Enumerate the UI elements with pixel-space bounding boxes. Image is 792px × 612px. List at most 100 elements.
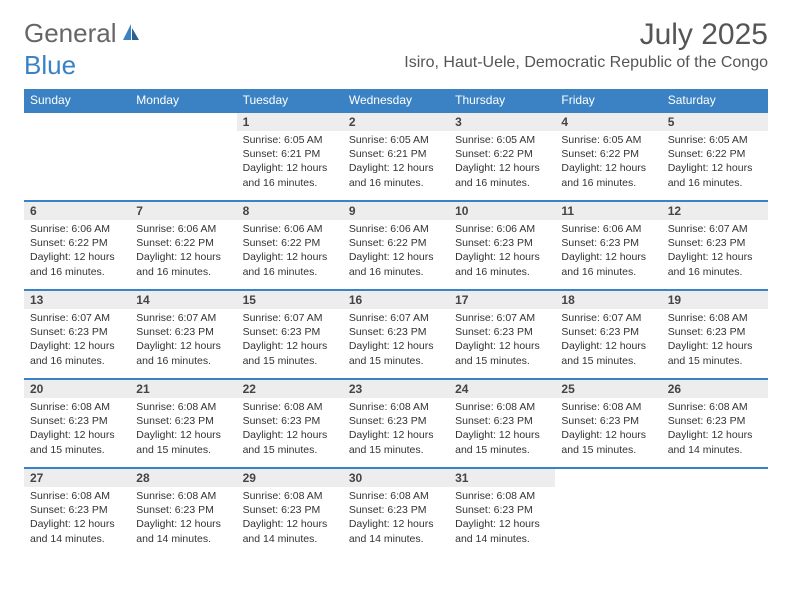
sunrise-text: Sunrise: 6:07 AM <box>561 311 655 325</box>
day-number-cell <box>130 112 236 131</box>
sunrise-text: Sunrise: 6:08 AM <box>136 400 230 414</box>
day-info-cell: Sunrise: 6:08 AMSunset: 6:23 PMDaylight:… <box>343 487 449 557</box>
daylight-text: Daylight: 12 hours and 16 minutes. <box>668 161 762 189</box>
sunrise-text: Sunrise: 6:05 AM <box>349 133 443 147</box>
sunset-text: Sunset: 6:23 PM <box>349 325 443 339</box>
day-info-cell <box>662 487 768 557</box>
daylight-text: Daylight: 12 hours and 16 minutes. <box>349 250 443 278</box>
day-number-cell: 30 <box>343 468 449 487</box>
sunrise-text: Sunrise: 6:08 AM <box>30 400 124 414</box>
sunset-text: Sunset: 6:22 PM <box>349 236 443 250</box>
day-number-cell <box>662 468 768 487</box>
calendar-table: Sunday Monday Tuesday Wednesday Thursday… <box>24 89 768 557</box>
sunrise-text: Sunrise: 6:06 AM <box>561 222 655 236</box>
week-info-row: Sunrise: 6:05 AMSunset: 6:21 PMDaylight:… <box>24 131 768 201</box>
day-number-cell: 27 <box>24 468 130 487</box>
day-number-cell: 12 <box>662 201 768 220</box>
sunrise-text: Sunrise: 6:07 AM <box>455 311 549 325</box>
week-info-row: Sunrise: 6:08 AMSunset: 6:23 PMDaylight:… <box>24 487 768 557</box>
sunset-text: Sunset: 6:23 PM <box>30 325 124 339</box>
day-number-cell: 31 <box>449 468 555 487</box>
sunset-text: Sunset: 6:23 PM <box>455 236 549 250</box>
sunrise-text: Sunrise: 6:08 AM <box>349 400 443 414</box>
day-number-cell: 24 <box>449 379 555 398</box>
sunset-text: Sunset: 6:22 PM <box>668 147 762 161</box>
day-number-cell: 20 <box>24 379 130 398</box>
sunrise-text: Sunrise: 6:08 AM <box>668 400 762 414</box>
sunset-text: Sunset: 6:23 PM <box>668 414 762 428</box>
day-number-cell: 9 <box>343 201 449 220</box>
week-info-row: Sunrise: 6:08 AMSunset: 6:23 PMDaylight:… <box>24 398 768 468</box>
day-info-cell: Sunrise: 6:08 AMSunset: 6:23 PMDaylight:… <box>662 398 768 468</box>
sunset-text: Sunset: 6:23 PM <box>30 414 124 428</box>
day-info-cell: Sunrise: 6:05 AMSunset: 6:22 PMDaylight:… <box>662 131 768 201</box>
col-saturday: Saturday <box>662 89 768 112</box>
day-number-cell <box>555 468 661 487</box>
col-tuesday: Tuesday <box>237 89 343 112</box>
sunrise-text: Sunrise: 6:07 AM <box>668 222 762 236</box>
daylight-text: Daylight: 12 hours and 16 minutes. <box>349 161 443 189</box>
sunrise-text: Sunrise: 6:06 AM <box>136 222 230 236</box>
day-info-cell: Sunrise: 6:05 AMSunset: 6:21 PMDaylight:… <box>237 131 343 201</box>
sunrise-text: Sunrise: 6:06 AM <box>349 222 443 236</box>
sunset-text: Sunset: 6:23 PM <box>561 325 655 339</box>
sunrise-text: Sunrise: 6:05 AM <box>561 133 655 147</box>
day-number-cell: 13 <box>24 290 130 309</box>
sunrise-text: Sunrise: 6:08 AM <box>243 489 337 503</box>
daylight-text: Daylight: 12 hours and 15 minutes. <box>668 339 762 367</box>
daylight-text: Daylight: 12 hours and 15 minutes. <box>455 428 549 456</box>
daylight-text: Daylight: 12 hours and 16 minutes. <box>30 250 124 278</box>
logo: General <box>24 18 143 49</box>
day-number-cell: 4 <box>555 112 661 131</box>
day-number-cell <box>24 112 130 131</box>
sunrise-text: Sunrise: 6:08 AM <box>455 489 549 503</box>
day-info-cell: Sunrise: 6:07 AMSunset: 6:23 PMDaylight:… <box>343 309 449 379</box>
day-number-cell: 22 <box>237 379 343 398</box>
day-info-cell: Sunrise: 6:06 AMSunset: 6:23 PMDaylight:… <box>449 220 555 290</box>
sunset-text: Sunset: 6:23 PM <box>136 414 230 428</box>
sunset-text: Sunset: 6:23 PM <box>30 503 124 517</box>
sunrise-text: Sunrise: 6:08 AM <box>668 311 762 325</box>
logo-text-blue: Blue <box>24 50 76 81</box>
sunset-text: Sunset: 6:23 PM <box>349 503 443 517</box>
title-block: July 2025 Isiro, Haut-Uele, Democratic R… <box>404 18 768 72</box>
daylight-text: Daylight: 12 hours and 15 minutes. <box>561 428 655 456</box>
daylight-text: Daylight: 12 hours and 16 minutes. <box>136 250 230 278</box>
day-info-cell: Sunrise: 6:07 AMSunset: 6:23 PMDaylight:… <box>662 220 768 290</box>
sunset-text: Sunset: 6:23 PM <box>455 325 549 339</box>
day-info-cell <box>130 131 236 201</box>
sunset-text: Sunset: 6:22 PM <box>136 236 230 250</box>
day-info-cell: Sunrise: 6:06 AMSunset: 6:23 PMDaylight:… <box>555 220 661 290</box>
day-info-cell: Sunrise: 6:08 AMSunset: 6:23 PMDaylight:… <box>24 487 130 557</box>
day-number-cell: 16 <box>343 290 449 309</box>
day-number-cell: 10 <box>449 201 555 220</box>
calendar-body: 12345Sunrise: 6:05 AMSunset: 6:21 PMDayl… <box>24 112 768 557</box>
sunset-text: Sunset: 6:23 PM <box>668 236 762 250</box>
daylight-text: Daylight: 12 hours and 16 minutes. <box>455 161 549 189</box>
sunrise-text: Sunrise: 6:08 AM <box>349 489 443 503</box>
sunset-text: Sunset: 6:23 PM <box>243 325 337 339</box>
day-number-cell: 19 <box>662 290 768 309</box>
daylight-text: Daylight: 12 hours and 16 minutes. <box>668 250 762 278</box>
sunset-text: Sunset: 6:22 PM <box>243 236 337 250</box>
sunset-text: Sunset: 6:21 PM <box>349 147 443 161</box>
sunset-text: Sunset: 6:23 PM <box>455 414 549 428</box>
sunrise-text: Sunrise: 6:06 AM <box>455 222 549 236</box>
day-info-cell: Sunrise: 6:07 AMSunset: 6:23 PMDaylight:… <box>237 309 343 379</box>
col-wednesday: Wednesday <box>343 89 449 112</box>
daylight-text: Daylight: 12 hours and 16 minutes. <box>455 250 549 278</box>
sunset-text: Sunset: 6:22 PM <box>455 147 549 161</box>
day-number-cell: 29 <box>237 468 343 487</box>
week-daynum-row: 2728293031 <box>24 468 768 487</box>
day-info-cell: Sunrise: 6:08 AMSunset: 6:23 PMDaylight:… <box>24 398 130 468</box>
day-number-cell: 8 <box>237 201 343 220</box>
day-number-cell: 14 <box>130 290 236 309</box>
daylight-text: Daylight: 12 hours and 14 minutes. <box>243 517 337 545</box>
daylight-text: Daylight: 12 hours and 15 minutes. <box>243 428 337 456</box>
sunset-text: Sunset: 6:23 PM <box>136 503 230 517</box>
col-sunday: Sunday <box>24 89 130 112</box>
day-info-cell: Sunrise: 6:06 AMSunset: 6:22 PMDaylight:… <box>237 220 343 290</box>
month-title: July 2025 <box>404 18 768 52</box>
day-info-cell: Sunrise: 6:05 AMSunset: 6:22 PMDaylight:… <box>555 131 661 201</box>
sunrise-text: Sunrise: 6:07 AM <box>136 311 230 325</box>
